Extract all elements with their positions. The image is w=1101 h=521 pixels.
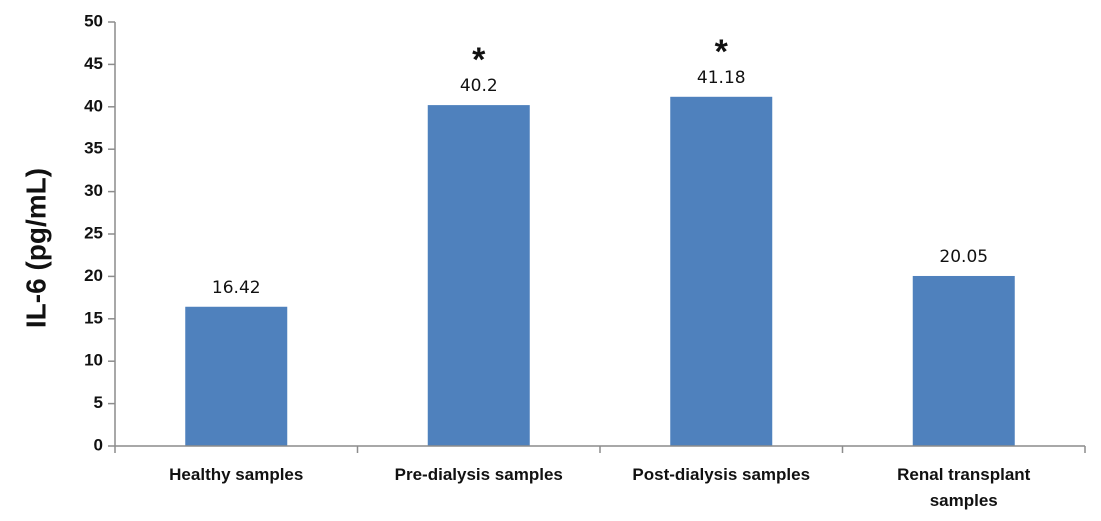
y-tick-label: 10: [84, 351, 103, 370]
y-axis-label: IL-6 (pg/mL): [20, 168, 51, 328]
y-tick-label: 5: [94, 393, 103, 412]
x-axis: Healthy samples Pre-dialysis samples Post-…: [114, 446, 1086, 510]
y-tick-label: 45: [84, 54, 103, 73]
bar: [427, 105, 530, 446]
x-tick-label: Pre-dialysis samples: [395, 465, 563, 484]
y-tick-label: 25: [84, 223, 103, 242]
bar: [185, 306, 288, 446]
y-tick-label: 20: [84, 266, 103, 285]
data-label: 16.42: [212, 278, 261, 298]
bar: [670, 96, 773, 446]
data-label: 40.2: [460, 76, 498, 96]
y-axis: 0 5 10 15 20 25 30 35 40 45 50: [84, 11, 115, 454]
y-tick-label: 35: [84, 139, 103, 158]
y-tick-label: 15: [84, 308, 103, 327]
x-tick-label: Healthy samples: [169, 465, 303, 484]
y-tick-label: 0: [94, 435, 103, 454]
bar: [912, 275, 1015, 446]
x-tick-label: samples: [930, 491, 998, 510]
y-tick-label: 30: [84, 181, 103, 200]
data-label: 20.05: [939, 247, 988, 267]
significance-marker: *: [472, 41, 486, 79]
y-tick-label: 50: [84, 11, 103, 30]
x-tick-label: Renal transplant: [897, 465, 1031, 484]
y-tick-label: 40: [84, 96, 103, 115]
bars: [185, 96, 1015, 446]
data-label: 41.18: [697, 68, 746, 88]
significance-marker: *: [715, 33, 729, 71]
x-tick-label: Post-dialysis samples: [632, 465, 810, 484]
